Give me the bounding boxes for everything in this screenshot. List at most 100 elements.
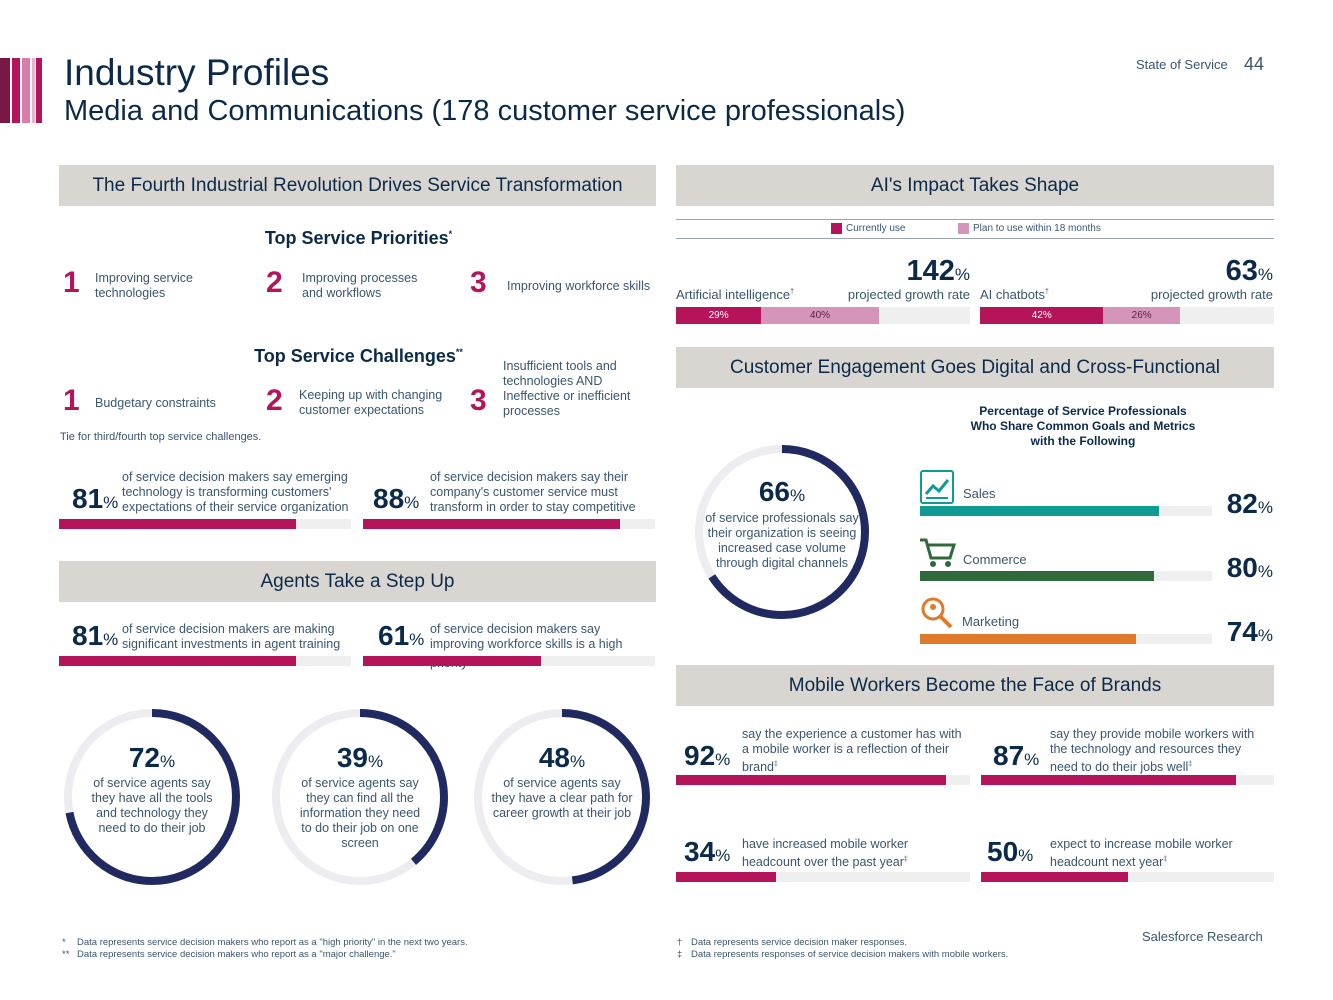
stat-text: of service decision makers say their com… xyxy=(430,470,636,514)
header-stripes xyxy=(0,58,42,123)
footnote: † Data represents service decision maker … xyxy=(677,937,907,948)
stat-text: expect to increase mobile worker headcou… xyxy=(1050,837,1233,870)
stat-value: 81% xyxy=(72,620,119,651)
bars-title: Percentage of Service Professionals Who … xyxy=(970,404,1196,448)
stripe xyxy=(32,58,35,123)
ring-arc xyxy=(695,445,869,619)
stat-bar-fill xyxy=(676,775,947,785)
section-band-agents: Agents Take a Step Up xyxy=(59,561,656,602)
stat-value: 81% xyxy=(72,483,119,514)
challenge-label-3: Insufficient tools and technologies AND … xyxy=(503,359,631,418)
stat-bar-fill xyxy=(363,656,542,666)
chart-icon-glyph xyxy=(924,479,950,499)
ai-growth-value: 142% xyxy=(906,255,970,287)
stripe xyxy=(36,58,42,123)
challenges-title: Top Service Challenges** xyxy=(254,346,463,366)
ring-chart: 39% of service agents say they can find … xyxy=(267,704,453,890)
bar-value: 80% xyxy=(1226,552,1273,583)
ring-arc xyxy=(64,709,240,885)
challenge-label-2: Keeping up with changing customer expect… xyxy=(299,388,443,417)
legend-swatch xyxy=(831,223,842,234)
priority-rank-3: 3 xyxy=(470,266,487,299)
stat-bar xyxy=(676,872,970,882)
stat-text: have increased mobile worker headcount o… xyxy=(742,837,909,870)
priority-rank-1: 1 xyxy=(63,266,80,299)
bar-track xyxy=(920,634,1212,644)
stat-bar-fill xyxy=(59,519,296,529)
ring-text: of service agents say they have a clear … xyxy=(491,776,633,820)
page-title: Industry Profiles xyxy=(64,52,330,93)
tie-note: Tie for third/fourth top service challen… xyxy=(60,431,262,443)
priority-label-3: Improving workforce skills xyxy=(507,279,651,293)
magnifier-icon xyxy=(919,596,955,630)
ring-svg xyxy=(64,709,240,885)
ai-item-label: AI chatbots† xyxy=(980,287,1049,302)
legend-item: Currently use xyxy=(831,223,905,234)
ring-value: 66% xyxy=(758,476,806,507)
ring-value: 72% xyxy=(128,742,176,773)
bar-fill-commerce xyxy=(920,571,1154,581)
stat-bar xyxy=(363,656,655,666)
ai-bar-plan: 26% xyxy=(1103,307,1180,324)
priority-label-2: Improving processes and workflows xyxy=(302,271,418,300)
bar-label-marketing: Marketing xyxy=(962,614,1020,629)
section-band-engagement: Customer Engagement Goes Digital and Cro… xyxy=(676,347,1274,388)
legend-item: Plan to use within 18 months xyxy=(958,223,1101,234)
ring-arc xyxy=(474,709,650,885)
footnote: * Data represents service decision makers… xyxy=(62,937,468,948)
footnote: ** Data represents service decision maker… xyxy=(62,949,396,960)
ai-bar-current: 29% xyxy=(676,307,762,324)
stat-value: 88% xyxy=(373,483,420,514)
ring-value: 39% xyxy=(336,742,384,773)
footnote: ‡ Data represents responses of service de… xyxy=(677,949,1009,960)
bar-value: 82% xyxy=(1226,488,1273,519)
section-band-transformation: The Fourth Industrial Revolution Drives … xyxy=(59,165,656,206)
ai-growth-text: projected growth rate xyxy=(1150,287,1273,302)
challenge-rank-2: 2 xyxy=(266,384,283,417)
ring-svg xyxy=(474,709,650,885)
stat-bar-fill xyxy=(981,872,1128,882)
stat-text: of service decision makers are making si… xyxy=(122,622,341,651)
stripe xyxy=(0,58,10,123)
challenge-label-1: Budgetary constraints xyxy=(95,396,216,410)
stat-value: 87% xyxy=(993,740,1040,771)
legend-swatch xyxy=(958,223,969,234)
bar-fill-marketing xyxy=(920,634,1137,644)
footer-brand: Salesforce Research xyxy=(1142,929,1263,944)
stat-text: say they provide mobile workers with the… xyxy=(1050,727,1255,775)
section-band-mobile: Mobile Workers Become the Face of Brands xyxy=(676,665,1274,706)
ring-arc xyxy=(272,709,448,885)
bar-label-commerce: Commerce xyxy=(963,552,1027,567)
stat-bar xyxy=(59,656,351,666)
ai-bar-current: 42% xyxy=(980,307,1104,324)
bar-track xyxy=(920,506,1212,516)
stat-bar xyxy=(981,872,1274,882)
bar-fill-sales xyxy=(920,506,1160,516)
priorities-title: Top Service Priorities* xyxy=(264,228,453,248)
stat-value: 50% xyxy=(987,836,1034,867)
stat-bar xyxy=(59,519,351,529)
ai-growth-text: projected growth rate xyxy=(847,287,970,302)
ring-text: of service agents say they can find all … xyxy=(299,776,421,850)
stat-bar xyxy=(363,519,655,529)
cart-icon-glyph xyxy=(920,538,957,567)
ring-value: 48% xyxy=(538,742,586,773)
chart-icon xyxy=(920,470,954,504)
page-subtitle: Media and Communications (178 customer s… xyxy=(64,95,906,127)
stat-bar-fill xyxy=(363,519,620,529)
bar-value: 74% xyxy=(1226,616,1273,647)
ai-item-label: Artificial intelligence† xyxy=(676,287,795,302)
stat-value: 34% xyxy=(684,836,731,867)
report-name: State of Service xyxy=(1136,57,1228,72)
ring-svg xyxy=(695,445,869,619)
priority-label-1: Improving service technologies xyxy=(95,271,193,300)
ring-text: of service professionals say their organ… xyxy=(705,511,859,570)
ring-chart: 72% of service agents say they have all … xyxy=(59,704,245,890)
stat-bar-fill xyxy=(676,872,776,882)
ring-chart: 66% of service professionals say their o… xyxy=(690,440,874,624)
ai-legend: Currently use Plan to use within 18 mont… xyxy=(676,219,1274,239)
ring-svg xyxy=(272,709,448,885)
challenge-rank-3: 3 xyxy=(470,384,487,417)
stat-bar xyxy=(676,775,970,785)
bar-track xyxy=(920,571,1212,581)
